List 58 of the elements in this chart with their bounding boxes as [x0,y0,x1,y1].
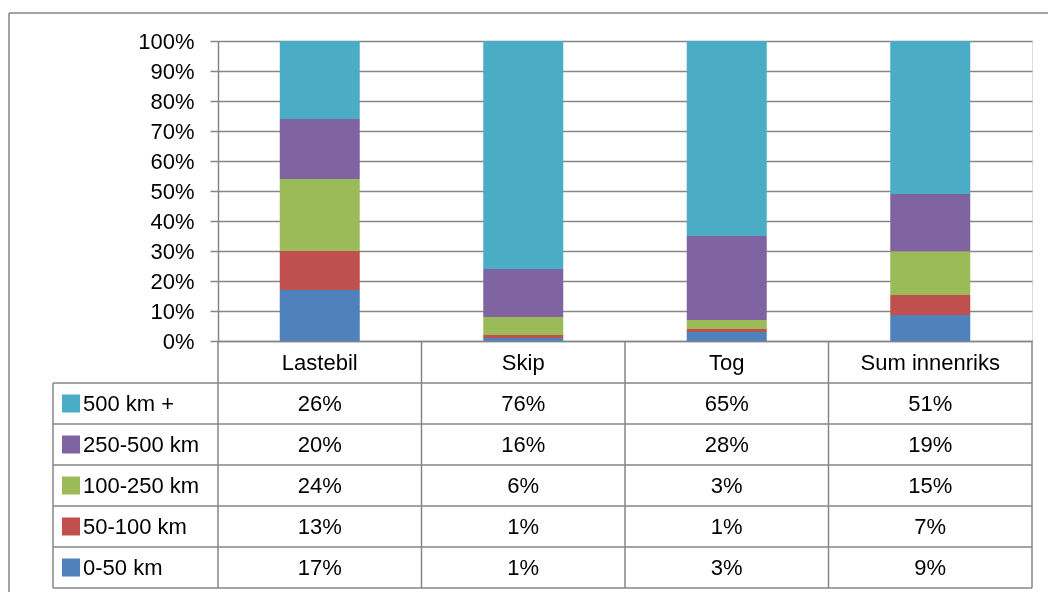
y-tick-label: 60% [150,148,195,174]
data-label: 26% [297,390,342,416]
data-label: 65% [704,390,749,416]
bar [279,290,360,341]
bar [279,179,360,251]
data-label: 17% [297,554,342,580]
y-tick-label: 20% [150,268,195,294]
data-label: 9% [914,554,947,580]
y-tick-label: 40% [150,208,195,234]
y-tick-label: 70% [150,118,195,144]
data-label: 7% [914,513,947,539]
bar [890,41,971,194]
bar [279,251,360,290]
data-label: 20% [297,431,342,457]
bar [483,317,564,335]
bar [890,194,971,252]
y-tick-label: 100% [138,28,195,54]
data-label: 19% [908,431,953,457]
data-label: 24% [297,472,342,498]
legend-label: 50-100 km [83,513,187,539]
bar [686,329,767,332]
bar [686,236,767,320]
legend-label: 0-50 km [83,554,163,580]
bar [483,269,564,317]
y-tick-label: 10% [150,298,195,324]
y-tick-label: 90% [150,58,195,84]
bar [686,332,767,341]
data-label: 16% [501,431,546,457]
data-label: 1% [710,513,743,539]
data-label: 1% [507,554,540,580]
legend-label: 500 km + [83,390,175,416]
y-tick-label: 0% [162,328,195,354]
bar [279,119,360,179]
y-tick-label: 30% [150,238,195,264]
x-tick-label: Skip [501,349,545,375]
bar [890,295,971,315]
bar [890,251,971,296]
x-tick-label: Tog [709,349,745,375]
legend-label: 100-250 km [83,472,200,498]
data-label: 13% [297,513,342,539]
bar [483,41,564,269]
x-tick-label: Lastebil [281,349,358,375]
y-tick-label: 80% [150,88,195,114]
data-label: 6% [507,472,540,498]
bar [686,320,767,329]
legend-label: 250-500 km [83,431,200,457]
data-label: 15% [908,472,953,498]
bar [890,314,971,341]
data-label: 76% [501,390,546,416]
data-label: 3% [710,554,743,580]
x-tick-label: Sum innenriks [860,349,1000,375]
y-tick-label: 50% [150,178,195,204]
bar [279,41,360,119]
data-label: 51% [908,390,953,416]
bar [686,41,767,236]
data-label: 3% [710,472,743,498]
data-label: 28% [704,431,749,457]
data-label: 1% [507,513,540,539]
